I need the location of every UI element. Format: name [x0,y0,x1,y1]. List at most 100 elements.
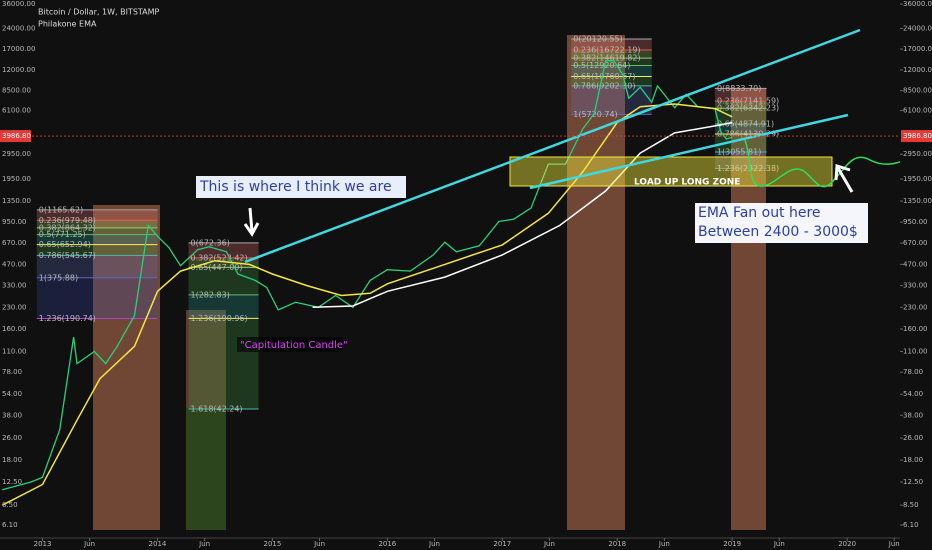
fib-band [714,101,767,109]
fib-label: 1.236(190.96) [191,314,248,323]
fib-band [714,152,767,169]
y-tick-label: 670.00 [903,239,928,247]
y-tick-label: 38.00 [903,411,923,419]
zone [93,205,160,530]
fib-band [36,220,158,228]
y-tick-label: 24000.00 [903,24,932,32]
y-tick-label: 12.50 [2,478,22,486]
fib-label: 1.236(2322.38) [717,164,779,173]
fib-label: 0.65(10760.67) [573,72,635,81]
fib-band [714,124,767,134]
fib-band [36,244,158,256]
note: LOAD UP LONG ZONE [634,178,740,188]
fib-band [571,38,652,51]
arrow [243,207,260,237]
fib-label: 0.382(14619.82) [573,54,640,63]
y-tick-label: 230.00 [903,303,928,311]
y-tick-label: 330.00 [2,282,27,290]
fib-label: 0.65(447.00) [191,263,243,272]
y-tick-label: 17000.00 [903,45,932,53]
y-tick-label: 17000.00 [2,45,35,53]
y-tick-label: 24000.00 [2,24,35,32]
fib-label: 1(5720.74) [573,110,617,119]
fib-band [36,209,158,221]
fib-label: 0.786(4130.29) [717,129,779,138]
y-tick-label: 470.00 [2,260,27,268]
zone [186,408,226,530]
y-tick-label: 160.00 [903,325,928,333]
price-line [1,103,733,506]
x-tick-label: 2017 [493,540,511,548]
y-tick-label: 230.00 [2,303,27,311]
x-tick-label: 2015 [263,540,281,548]
y-tick-label: 6100.00 [903,107,932,115]
y-tick-label: 8500.00 [2,87,31,95]
y-tick-label: 2950.00 [2,150,31,158]
y-tick-label: 36000.00 [903,0,932,8]
fib-label: 1(3055.81) [717,148,761,157]
fib-label: 0.382(6342.23) [717,104,779,113]
fib-label: 0.382(864.32) [39,223,96,232]
fib-label: 1(375.88) [39,273,78,282]
x-tick-label: 2019 [723,540,741,548]
zone [731,88,766,530]
x-tick-label: 2018 [608,540,626,548]
y-tick-label: 1350.00 [2,197,31,205]
fib-band [571,58,652,66]
y-tick-label: 12000.00 [903,66,932,74]
y-tick-label: 950.00 [2,218,27,226]
y-tick-label: 950.00 [903,218,928,226]
fib-label: 0.65(652.94) [39,240,91,249]
x-tick-label: Jun [313,540,325,548]
fib-label: 0.5(771.25) [39,230,86,239]
y-tick-label: 8.50 [2,501,18,509]
fib-label: 0.65(4874.91) [717,120,774,129]
fib-band [36,255,158,278]
y-tick-label: 470.00 [903,260,928,268]
y-tick-label: 12000.00 [2,66,35,74]
note-box [237,337,343,352]
fib-label: 0.236(16722.19) [573,46,640,55]
price-axis [900,0,932,550]
x-tick-label: 2014 [149,540,167,548]
fib-label: 1.236(190.74) [39,314,96,323]
fib-label: 1.618(42.24) [191,404,243,413]
trend-line [244,28,861,264]
fib-label: 0.236(979.48) [39,216,96,225]
y-tick-label: 36000.00 [2,0,35,8]
y-tick-label: 670.00 [2,239,27,247]
note: Between 2400 - 3000$ [698,224,858,240]
x-tick-label: Jun [198,540,210,548]
y-tick-label: 54.00 [903,390,923,398]
arrow [834,164,854,193]
x-tick-label: Jun [543,540,555,548]
x-tick-label: Jun [888,540,900,548]
note-box [196,176,406,198]
chart-title: Bitcoin / Dollar, 1W, BITSTAMP [38,8,160,17]
fib-band [188,294,259,319]
fib-band [188,318,259,409]
fib-band [571,76,652,86]
projection [744,139,931,188]
y-tick-label: 8500.00 [903,87,932,95]
last-price-label: 3986.80 [903,132,932,140]
y-tick-label: 54.00 [2,390,22,398]
note: "Capitulation Candle" [240,340,348,351]
y-tick-label: 330.00 [903,282,928,290]
last-price-label: 3986.80 [2,132,31,140]
fib-label: 0(672.36) [191,238,230,247]
note: EMA Fan out here [698,205,821,221]
trend-line [529,113,849,190]
y-tick-label: 6.10 [903,521,919,529]
fib-band [188,257,259,268]
fib-label: 0(1165.62) [39,205,83,214]
y-tick-label: 110.00 [903,348,928,356]
fib-band [571,65,652,77]
note: This is where I think we are [199,179,392,195]
y-tick-label: 18.00 [2,456,22,464]
y-tick-label: 6.10 [2,521,18,529]
fib-label: 0.382(523.42) [191,253,248,262]
fib-band [714,88,767,102]
fib-band [714,108,767,125]
